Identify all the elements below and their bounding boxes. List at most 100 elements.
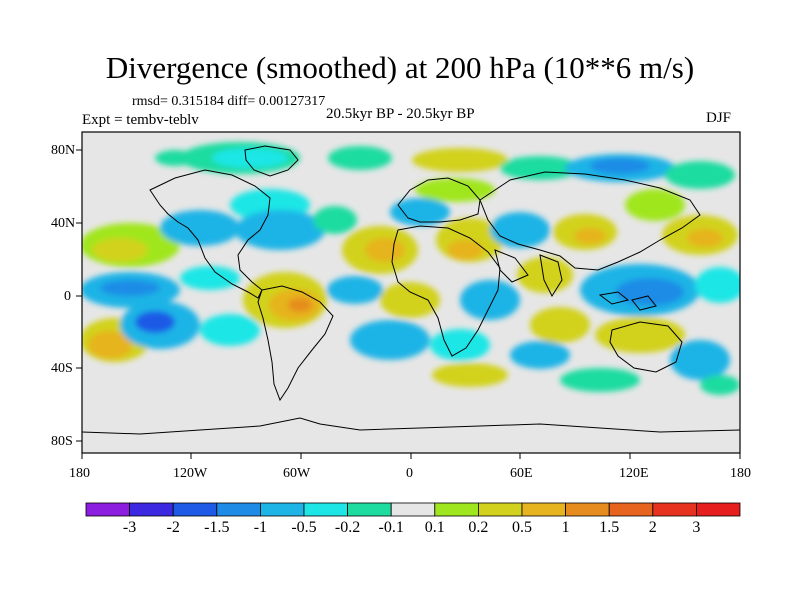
field-patch <box>365 238 405 262</box>
coastline <box>391 225 501 357</box>
field-patch <box>430 329 490 361</box>
field-patch <box>327 276 383 304</box>
field-patch <box>560 368 640 392</box>
field-patch <box>390 198 450 226</box>
coastline <box>257 285 334 402</box>
field-patch <box>92 238 148 262</box>
lon-tick-60w: 60W <box>283 466 311 481</box>
colorbar-swatch <box>347 502 392 517</box>
lat-tick-40s: 40S <box>51 361 73 376</box>
field-patch <box>288 298 312 312</box>
field-patch <box>155 150 195 166</box>
colorbar-label: 3 <box>692 519 701 536</box>
colorbar-label: -0.5 <box>291 519 317 536</box>
colorbar-label: -0.1 <box>378 519 404 536</box>
colorbar-label: 1.5 <box>599 519 620 536</box>
divergence-field <box>82 142 740 395</box>
field-patch <box>380 282 440 318</box>
field-patch <box>160 210 240 246</box>
field-patch <box>530 307 590 343</box>
field-patch <box>700 375 740 395</box>
field-patch <box>616 278 684 306</box>
colorbar-label: -1.5 <box>204 519 230 536</box>
field-patch <box>695 267 740 303</box>
coastline <box>539 254 563 298</box>
tick-marks <box>76 149 741 459</box>
rmsd-stats: rmsd= 0.315184 diff= 0.00127317 <box>132 94 326 109</box>
field-patch <box>432 363 508 387</box>
coastline <box>609 321 683 373</box>
lon-tick-0: 0 <box>406 466 413 481</box>
colorbar-swatch <box>608 502 654 517</box>
field-patch <box>415 178 495 202</box>
field-patch <box>574 228 606 244</box>
field-patch <box>460 280 520 320</box>
colorbar-label: -1 <box>253 519 268 536</box>
colorbar-swatch <box>652 502 697 517</box>
lon-tick-120w: 120W <box>173 466 208 481</box>
experiment-label: Expt = tembv-teblv <box>82 112 199 128</box>
field-patch <box>665 161 735 189</box>
coastline <box>244 145 299 177</box>
colorbar-label: 1 <box>561 519 570 536</box>
colorbar-swatch <box>434 502 479 517</box>
field-patch <box>88 331 132 359</box>
colorbar-label: 0.2 <box>468 519 489 536</box>
season-label: DJF <box>705 110 731 126</box>
field-patch <box>670 340 730 380</box>
field-patch <box>328 146 392 170</box>
field-patch <box>350 320 430 360</box>
period-label: 20.5kyr BP - 20.5kyr BP <box>326 106 475 122</box>
field-patch <box>135 311 175 333</box>
colorbar-label: 0.5 <box>512 519 532 536</box>
field-patch <box>517 257 573 293</box>
colorbar-swatch <box>259 502 305 517</box>
colorbar-label: -3 <box>122 519 137 536</box>
coastline <box>598 291 630 305</box>
field-patch <box>687 229 723 247</box>
lat-tick-0: 0 <box>64 289 71 304</box>
colorbar-swatch <box>303 502 348 517</box>
colorbar-swatch <box>521 502 566 517</box>
lon-tick-180w: 180 <box>69 466 90 481</box>
field-patch <box>412 148 508 172</box>
field-patch <box>180 266 240 290</box>
colorbar-label: 2 <box>648 519 657 536</box>
field-patch <box>595 317 685 353</box>
field-patch <box>510 341 570 369</box>
colorbar <box>85 502 741 517</box>
lat-tick-80s: 80S <box>51 434 73 449</box>
lat-tick-80n: 80N <box>51 143 76 158</box>
coastline <box>494 249 529 283</box>
colorbar-swatch <box>477 502 523 517</box>
colorbar-swatch <box>129 502 174 517</box>
field-patch <box>490 212 550 248</box>
lat-tick-40n: 40N <box>51 216 76 231</box>
colorbar-swatch <box>390 502 436 517</box>
colorbar-swatch <box>172 502 218 517</box>
field-patch <box>625 189 685 221</box>
coastline <box>479 171 701 271</box>
field-patch <box>200 314 260 346</box>
coastline <box>82 417 740 435</box>
colorbar-swatch <box>85 502 130 517</box>
coastline <box>631 295 657 311</box>
lon-tick-180e: 180 <box>730 466 751 481</box>
colorbar-swatch <box>696 502 741 517</box>
plot-title: Divergence (smoothed) at 200 hPa (10**6 … <box>105 50 695 85</box>
lon-tick-120e: 120E <box>619 466 649 481</box>
coastline <box>397 177 481 223</box>
field-patch <box>100 280 160 296</box>
coastline <box>149 169 271 299</box>
colorbar-swatch <box>216 502 261 517</box>
field-patch <box>313 206 357 234</box>
colorbar-label: -2 <box>166 519 180 536</box>
field-patch <box>590 158 650 174</box>
colorbar-label: 0.1 <box>424 519 445 536</box>
field-patch <box>500 156 580 180</box>
field-patch <box>212 148 288 168</box>
colorbar-label: -0.2 <box>334 519 361 536</box>
lon-tick-60e: 60E <box>510 466 533 481</box>
colorbar-swatch <box>565 502 610 517</box>
